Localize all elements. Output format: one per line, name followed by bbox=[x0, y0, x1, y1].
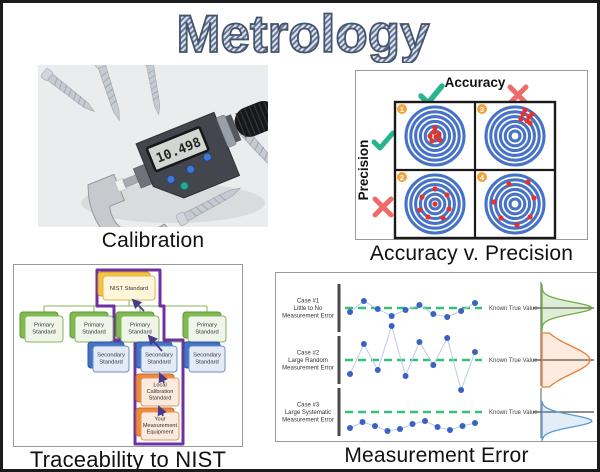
micrometer: 10.498 bbox=[87, 101, 268, 227]
node-nist-standard: NIST Standard bbox=[97, 271, 156, 301]
svg-text:NIST Standard: NIST Standard bbox=[110, 286, 148, 292]
case-label: Case #3 Large Systematic Measurement Error bbox=[282, 403, 334, 424]
accuracy-precision-caption: Accuracy v. Precision bbox=[369, 242, 574, 265]
node-local-calibration-standard: Local Calibration Standard bbox=[135, 373, 180, 407]
check-icon bbox=[371, 130, 396, 151]
traceability-path-outline bbox=[95, 268, 185, 446]
case-row-3: Case #3 Large Systematic Measurement Error… bbox=[282, 388, 594, 442]
trace-arrows bbox=[131, 298, 168, 417]
badge-3: 3 bbox=[480, 105, 484, 114]
micrometer-button bbox=[179, 181, 189, 191]
accuracy-axis-label: Accuracy bbox=[445, 75, 506, 90]
traceability-figure: NIST Standard Primary Standard Primary Sta… bbox=[13, 264, 243, 447]
error-distribution-offset-blue bbox=[541, 401, 593, 442]
node-secondary-standard: Secondary Standard bbox=[87, 341, 130, 373]
error-distribution-narrow-green bbox=[541, 284, 593, 332]
target-accurate-precise bbox=[404, 105, 466, 167]
error-distribution-wide-orange bbox=[541, 332, 591, 388]
precision-axis-label: Precision bbox=[356, 140, 371, 201]
calibration-photo: 10.498 bbox=[38, 65, 268, 227]
traceability-caption: Traceability to NIST bbox=[29, 447, 227, 472]
case-row-2: Case #2 Large Random Measurement Error Kno… bbox=[282, 323, 594, 393]
known-true-value-label: Known True Value bbox=[489, 306, 538, 312]
case-label: Case #1 Little to No Measurement Error bbox=[282, 299, 334, 320]
node-primary-standard: Primary Standard bbox=[182, 311, 227, 343]
micrometer-button bbox=[166, 174, 176, 184]
node-secondary-standard: Secondary Standard bbox=[135, 341, 178, 373]
badge-2: 2 bbox=[400, 173, 404, 182]
known-true-value-label: Known True Value bbox=[489, 358, 538, 364]
badge-4: 4 bbox=[480, 173, 485, 182]
page-title: Metrology bbox=[176, 5, 430, 63]
node-your-measurement-equipment: Your Measurement Equipment bbox=[135, 407, 180, 441]
micrometer-button bbox=[202, 152, 212, 162]
case-row-1: Case #1 Little to No Measurement Error Kno… bbox=[282, 282, 594, 334]
micrometer-button bbox=[186, 164, 196, 174]
target-precise-not-accurate bbox=[484, 105, 546, 167]
measurement-error-figure: Case #1 Little to No Measurement Error Kno… bbox=[275, 272, 597, 442]
badge-1: 1 bbox=[400, 105, 404, 114]
calibration-caption: Calibration bbox=[101, 229, 205, 252]
node-primary-standard: Primary Standard bbox=[69, 311, 114, 343]
lcd-display bbox=[145, 126, 210, 173]
x-icon bbox=[372, 196, 394, 218]
node-secondary-standard: Secondary Standard bbox=[183, 341, 226, 373]
known-true-value-label: Known True Value bbox=[489, 410, 538, 416]
accuracy-precision-figure: Accuracy Precision bbox=[355, 70, 588, 240]
micrometer-frame bbox=[87, 173, 176, 227]
node-primary-standard: Primary Standard bbox=[115, 311, 160, 343]
title-area: Metrology bbox=[175, 5, 431, 63]
target-not-accurate-not-precise bbox=[484, 173, 546, 235]
node-primary-standard: Primary Standard bbox=[19, 311, 64, 343]
case-label: Case #2 Large Random Measurement Error bbox=[282, 351, 334, 372]
target-accurate-not-precise bbox=[404, 173, 466, 235]
x-icon bbox=[507, 84, 529, 106]
measurement-error-caption: Measurement Error bbox=[344, 444, 529, 467]
